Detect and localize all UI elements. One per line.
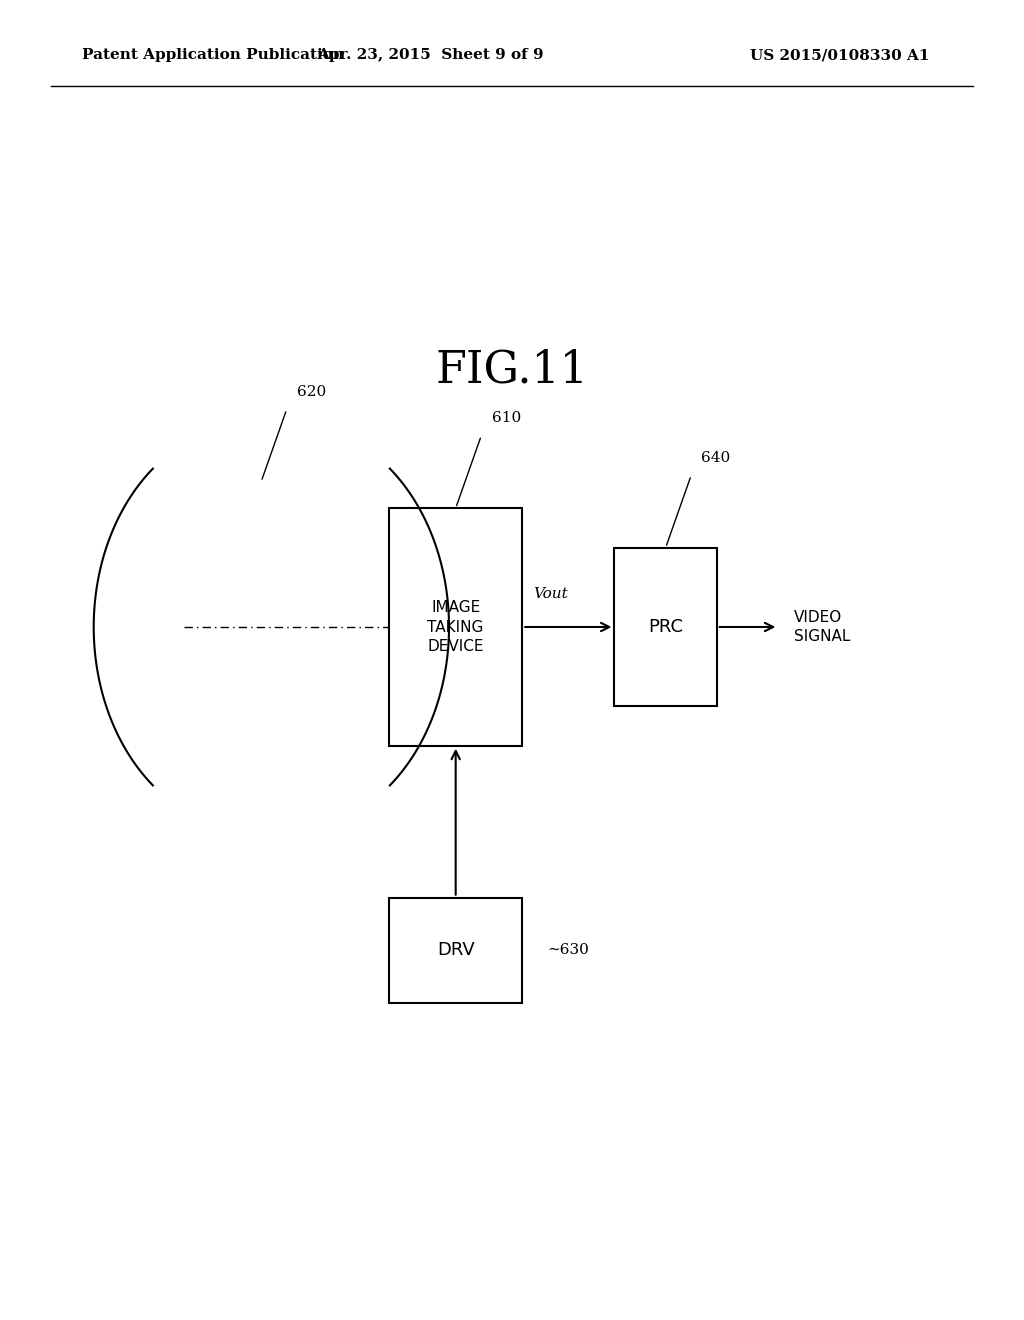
Text: FIG.11: FIG.11 (435, 348, 589, 391)
Text: Patent Application Publication: Patent Application Publication (82, 49, 344, 62)
FancyBboxPatch shape (389, 898, 522, 1003)
Text: IMAGE
TAKING
DEVICE: IMAGE TAKING DEVICE (427, 599, 484, 655)
Text: PRC: PRC (648, 618, 683, 636)
FancyBboxPatch shape (614, 548, 717, 706)
Text: DRV: DRV (437, 941, 474, 960)
Text: 640: 640 (701, 451, 731, 465)
Text: Vout: Vout (534, 586, 568, 601)
Text: VIDEO
SIGNAL: VIDEO SIGNAL (794, 610, 850, 644)
FancyBboxPatch shape (389, 508, 522, 746)
Text: 610: 610 (492, 412, 521, 425)
Text: US 2015/0108330 A1: US 2015/0108330 A1 (750, 49, 930, 62)
Text: ∼630: ∼630 (548, 944, 590, 957)
Text: 620: 620 (297, 385, 327, 399)
Text: Apr. 23, 2015  Sheet 9 of 9: Apr. 23, 2015 Sheet 9 of 9 (316, 49, 544, 62)
